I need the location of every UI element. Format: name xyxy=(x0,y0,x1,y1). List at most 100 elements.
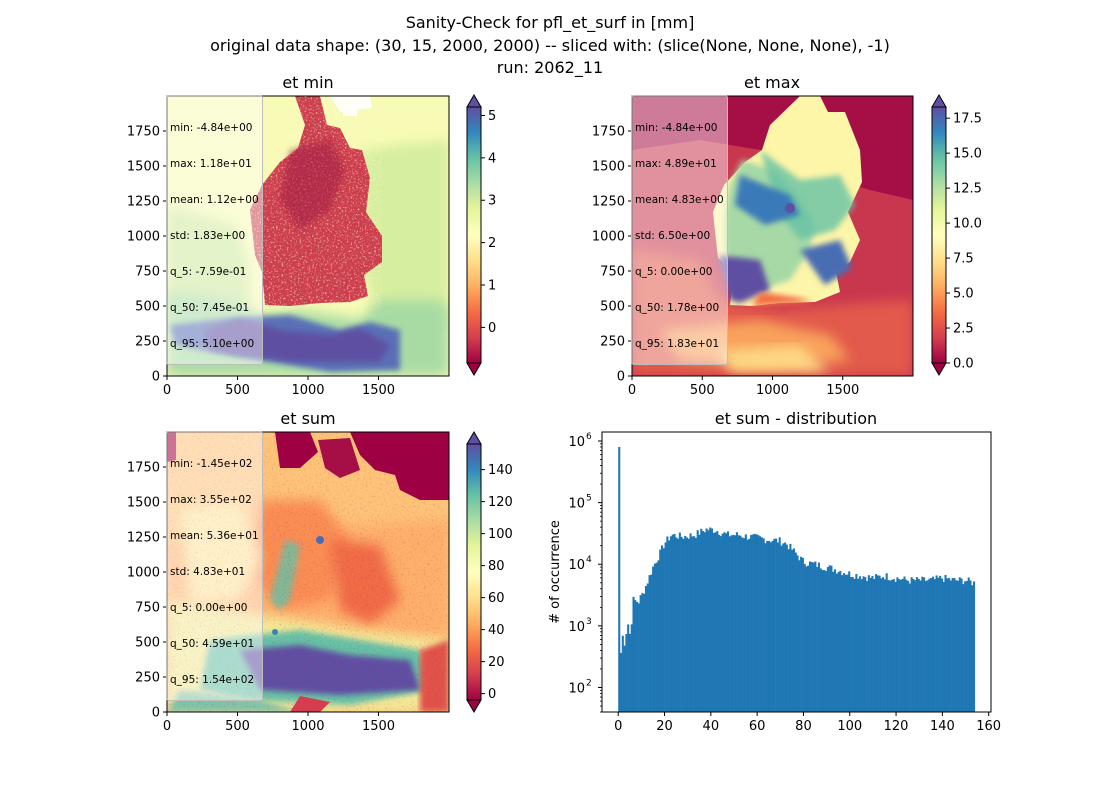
histogram-bar xyxy=(939,575,942,712)
histogram-bar xyxy=(917,578,920,712)
histogram-title: et sum - distribution xyxy=(715,409,877,428)
histogram-bar xyxy=(903,576,906,712)
histogram-bar xyxy=(842,573,845,712)
histogram-bar xyxy=(737,535,740,712)
histogram-bar xyxy=(764,543,767,712)
et-sum-stats-box: min: -1.45e+02 max: 3.55e+02 mean: 5.36e… xyxy=(166,431,263,701)
histogram-bar xyxy=(839,570,842,712)
histogram-bar xyxy=(684,535,687,712)
y-tick-label: 1250 xyxy=(592,195,625,210)
histogram-bar xyxy=(673,533,676,712)
colorbar-tick-label: 1 xyxy=(488,279,496,294)
histogram-bar xyxy=(703,532,706,712)
histogram-bar xyxy=(867,575,870,712)
stat-line: q_95: 1.83e+01 xyxy=(635,338,720,350)
x-tick-label: 500 xyxy=(225,719,250,734)
x-tick-label: 0 xyxy=(163,719,171,734)
stat-line: max: 3.55e+02 xyxy=(170,494,252,506)
y-tick-label: 250 xyxy=(600,335,625,350)
histogram-bar xyxy=(694,537,697,712)
et-min-x-axis: 0 500 1000 1500 xyxy=(163,376,395,398)
histogram-bar xyxy=(680,536,683,712)
histogram-bar xyxy=(784,542,787,712)
histogram-bar xyxy=(660,545,664,712)
colorbar-frame xyxy=(466,106,482,364)
histogram-bar xyxy=(714,532,717,712)
et-max-colorbar: 0.0 2.5 5.0 7.5 10.0 12.5 15.0 17.5 xyxy=(931,94,982,376)
histogram-bar xyxy=(630,624,633,712)
histogram-bar xyxy=(907,580,910,712)
histogram-bar xyxy=(625,634,628,712)
histogram-bar xyxy=(880,578,883,712)
x-tick-label: 1000 xyxy=(291,383,324,398)
histogram-bar xyxy=(857,578,860,712)
histogram-bar xyxy=(837,572,840,712)
histogram-bar xyxy=(753,533,756,712)
histogram-bar xyxy=(785,544,788,712)
histogram-bar xyxy=(685,537,689,712)
histogram-bar xyxy=(766,540,769,712)
histogram-bar xyxy=(873,579,876,712)
colorbar-gradient xyxy=(932,107,946,363)
histogram-bar xyxy=(755,534,758,712)
colorbar-extend-min xyxy=(931,362,947,376)
x-tick-label: 80 xyxy=(795,719,812,734)
histogram-bar xyxy=(835,573,838,712)
histogram-bar xyxy=(930,577,933,712)
stat-line: q_95: 1.54e+02 xyxy=(170,674,255,686)
et-sum-x-axis: 0 500 1000 1500 xyxy=(163,712,395,734)
histogram-bar xyxy=(826,567,829,712)
histogram-bar xyxy=(878,575,881,712)
et-sum-y-axis: 0 250 500 750 1000 1250 1500 1750 xyxy=(127,461,167,721)
stat-line: q_5: 0.00e+00 xyxy=(635,266,713,278)
colorbar-tick-label: 2 xyxy=(488,236,496,251)
histogram-bar xyxy=(924,580,927,712)
histogram-bar xyxy=(619,652,623,712)
histogram-bar xyxy=(928,578,931,712)
histogram-bar xyxy=(844,574,847,712)
histogram-bar xyxy=(707,530,710,712)
histogram-bar xyxy=(743,538,746,712)
histogram-bar xyxy=(744,534,747,712)
histogram-bar xyxy=(735,532,738,712)
histogram-bar xyxy=(948,578,951,712)
histogram-bar xyxy=(636,601,639,712)
histogram-bar xyxy=(890,579,894,712)
histogram-bar xyxy=(748,538,751,712)
y-tick-label: 1500 xyxy=(592,160,625,175)
y-tick-label: 10 xyxy=(568,497,585,512)
colorbar-gradient xyxy=(467,444,481,700)
colorbar-tick-label: 7.5 xyxy=(953,252,974,267)
histogram-bar xyxy=(696,530,699,712)
colorbar-extend-max xyxy=(466,431,482,445)
figure-title-line-3: run: 2062_11 xyxy=(496,58,604,77)
colorbar-tick-label: 0 xyxy=(488,321,496,336)
histogram-bar xyxy=(821,570,824,712)
histogram-bar xyxy=(709,527,712,712)
histogram-bar xyxy=(964,581,967,712)
histogram-bar xyxy=(921,576,924,712)
histogram-bar xyxy=(896,577,899,712)
colorbar-tick-label: 17.5 xyxy=(953,112,982,127)
stat-line: min: -4.84e+00 xyxy=(635,122,718,134)
histogram-bar xyxy=(789,543,792,712)
y-tick-exponent: 2 xyxy=(586,678,592,688)
histogram-bar xyxy=(739,535,742,712)
y-tick-exponent: 6 xyxy=(586,432,592,442)
colorbar-tick-label: 5.0 xyxy=(953,287,974,302)
histogram-bar xyxy=(652,566,655,712)
histogram-bar xyxy=(751,534,755,712)
histogram-bar xyxy=(759,536,762,712)
histogram-bar xyxy=(969,580,972,712)
colorbar-tick-label: 40 xyxy=(488,623,505,638)
histogram-bar xyxy=(887,580,890,712)
histogram-bar xyxy=(876,575,879,712)
x-tick-label: 100 xyxy=(837,719,862,734)
et-min-heatmap-image xyxy=(167,96,449,376)
y-tick-label: 10 xyxy=(568,435,585,450)
histogram-bar xyxy=(644,585,648,712)
histogram-bar xyxy=(669,536,672,712)
histogram-bar xyxy=(812,562,815,712)
histogram-axes-frame xyxy=(601,431,992,713)
